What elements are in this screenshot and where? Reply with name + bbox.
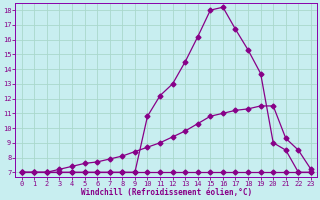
- X-axis label: Windchill (Refroidissement éolien,°C): Windchill (Refroidissement éolien,°C): [81, 188, 252, 197]
